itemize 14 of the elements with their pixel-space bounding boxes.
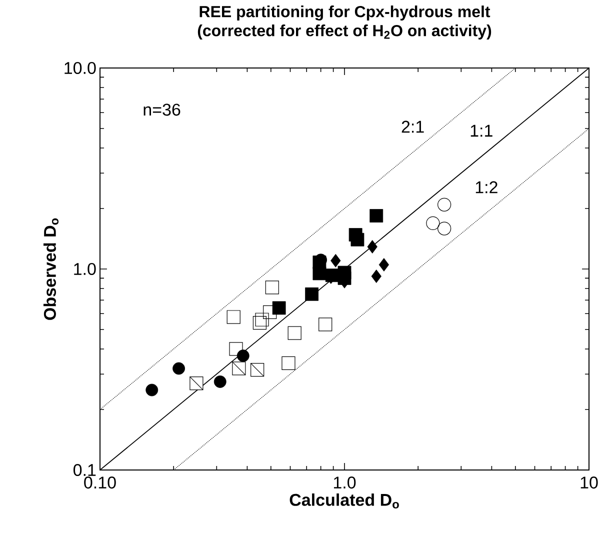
series-label: 1:2 (476, 181, 498, 194)
y-tick-label: 10.0 (64, 62, 96, 74)
series-label: 2:1 (402, 120, 424, 133)
y-axis-title: Observed D$_{o}$ (43, 218, 59, 320)
y-tick-label: 1.0 (74, 262, 96, 276)
series-label: 1:1 (470, 124, 492, 137)
x-axis-title: Calculated D$_{o}$ (290, 493, 399, 508)
chart-subtitle: (corrected for effect of H$_{2}$O on activity) (198, 24, 492, 40)
chart-title: REE partitioning for Cpx-hydrous melt (200, 6, 490, 21)
x-tick-label: 0.10 (84, 476, 116, 489)
annotation: n=36 (144, 104, 180, 116)
y-tick-label: 0.1 (73, 464, 96, 476)
x-tick-label: 1.0 (334, 476, 356, 489)
x-tick-label: 10 (580, 476, 598, 489)
